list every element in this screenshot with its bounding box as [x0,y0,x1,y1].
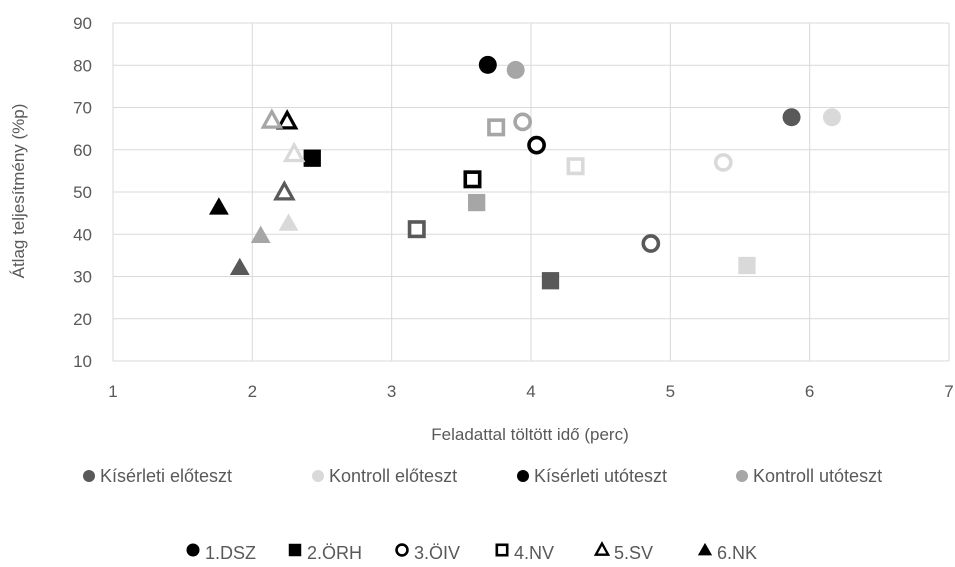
legend-item: Kísérleti utóteszt [517,466,667,486]
legend-label: Kontroll előteszt [329,466,457,486]
legend-marker [288,543,302,557]
legend-label: Kontroll utóteszt [753,466,882,486]
data-point [738,256,756,275]
data-point [513,112,533,132]
legend-swatch [312,470,324,482]
data-point [506,60,525,79]
legend-marker [395,543,409,557]
y-tick-label: 70 [73,99,92,118]
x-axis-title: Feladattal töltött idő (perc) [431,425,628,444]
legend-label: Kísérleti utóteszt [534,466,667,486]
y-tick-label: 80 [73,56,92,75]
legend-marker [186,543,200,557]
legend-label: 1.DSZ [205,543,256,563]
legend-item: 1.DSZ [186,543,256,563]
legend-item: 3.ÖIV [395,543,460,563]
y-tick-label: 60 [73,141,92,160]
y-tick-label: 50 [73,183,92,202]
data-point [278,213,299,231]
legend-label: 2.ÖRH [307,543,362,563]
y-tick-label: 90 [73,14,92,33]
data-point [303,149,321,167]
x-tick-label: 2 [248,382,257,401]
y-tick-label: 40 [73,225,92,244]
data-point [468,193,486,212]
x-tick-label: 4 [526,382,535,401]
series-legend: Kísérleti előteszt Kontroll előteszt Kísér… [83,466,882,486]
legend-item: 5.SV [593,541,653,563]
data-point [282,141,306,163]
legend-item: 4.NV [495,543,554,563]
x-tick-label: 1 [108,382,117,401]
legend-label: 3.ÖIV [414,543,460,563]
data-point [478,55,497,74]
y-tick-label: 30 [73,268,92,287]
data-point [463,170,482,189]
grid-lines [112,22,950,362]
y-tick-label: 10 [73,352,92,371]
legend-marker [697,542,713,556]
data-point [541,272,560,290]
legend-item: Kontroll utóteszt [736,466,882,486]
x-tick-label: 5 [666,382,675,401]
legend-item: 2.ÖRH [288,543,362,563]
x-tick-label: 7 [944,382,953,401]
legend-item: Kísérleti előteszt [83,466,232,486]
legend-label: 4.NV [514,543,554,563]
legend-label: Kísérleti előteszt [100,466,232,486]
legend-swatch [736,470,748,482]
legend-swatch [83,470,95,482]
legend-label: 6.NK [717,543,757,563]
data-point [260,108,284,129]
legend-item: 6.NK [697,542,757,563]
data-point [527,135,546,155]
legend-marker [495,543,509,557]
data-point [641,234,661,253]
data-point [782,108,801,127]
legend-label: 5.SV [614,543,653,563]
y-axis-title: Átlag teljesítmény (%p) [9,104,28,279]
data-points [208,55,841,290]
data-point [273,180,296,201]
marker-legend: 1.DSZ 2.ÖRH 3.ÖIV 4.NV 5.SV 6.NK [186,541,757,563]
data-point [566,157,585,176]
data-point [208,197,229,215]
data-point [275,109,299,130]
data-point [487,118,506,137]
data-point [229,257,250,276]
data-point [822,108,841,127]
legend-item: Kontroll előteszt [312,466,457,486]
data-point [713,153,733,172]
x-tick-label: 3 [387,382,396,401]
legend-swatch [517,470,529,482]
data-point [250,225,271,243]
data-point [407,220,426,239]
y-tick-label: 20 [73,310,92,329]
legend-marker [593,541,611,556]
tick-labels: 10 20 30 40 50 60 70 80 90 1 2 3 4 5 6 7 [73,14,954,401]
x-tick-label: 6 [805,382,814,401]
